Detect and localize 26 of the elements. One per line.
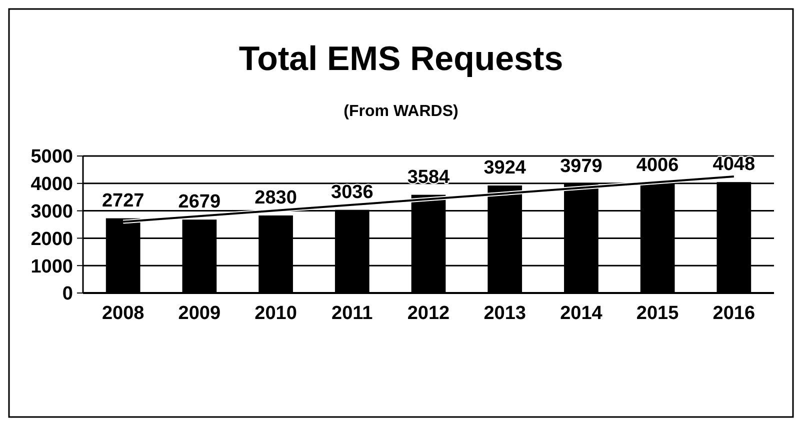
data-label: 4006: [636, 155, 679, 176]
x-tick-label: 2013: [484, 303, 526, 324]
x-tick-label: 2009: [178, 303, 221, 324]
x-tick-label: 2015: [636, 303, 680, 324]
y-tick-label: 1000: [30, 256, 73, 278]
x-tick-label: 2014: [560, 303, 603, 324]
x-tick-label: 2016: [712, 303, 756, 324]
x-tick-label: 2012: [407, 303, 450, 324]
data-label: 3584: [407, 166, 450, 188]
data-label: 4048: [712, 154, 756, 176]
data-label: 2727: [102, 190, 144, 212]
data-label: 3924: [484, 157, 526, 178]
y-tick-label: 5000: [30, 146, 73, 168]
data-label: 3036: [331, 182, 374, 203]
chart-subtitle: (From WARDS): [344, 103, 458, 120]
x-tick-label: 2010: [254, 303, 297, 324]
chart-title: Total EMS Requests: [238, 40, 564, 78]
x-tick-label: 2011: [332, 303, 374, 324]
y-tick-label: 0: [62, 284, 73, 305]
y-tick-label: 4000: [30, 174, 73, 196]
y-tick-label: 2000: [30, 228, 73, 250]
y-tick-label: 3000: [30, 201, 73, 222]
data-label: 2679: [178, 192, 221, 213]
data-label: 3979: [560, 156, 602, 177]
data-label: 2830: [254, 187, 297, 208]
x-tick-label: 2008: [102, 303, 144, 324]
